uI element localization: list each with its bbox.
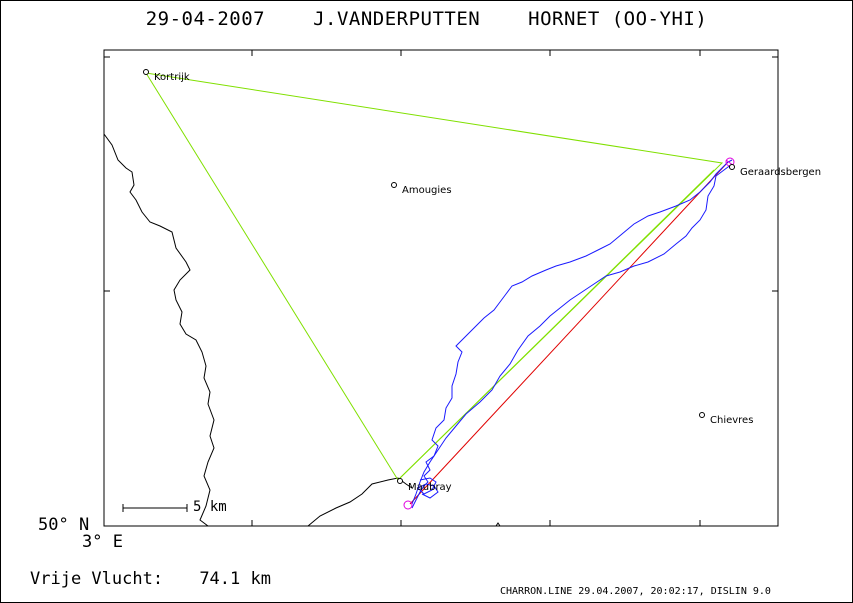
city-label: Kortrijk: [154, 72, 190, 83]
city-label: Amougies: [402, 185, 452, 196]
title-aircraft: HORNET (OO-YHI): [528, 8, 708, 30]
score-label: Vrije Vlucht:: [30, 569, 164, 589]
axis-ticks: [104, 50, 778, 526]
score-line: Vrije Vlucht: 74.1 km: [30, 569, 271, 589]
scale-bar: [122, 504, 188, 512]
flight-track: [411, 159, 733, 509]
flight-track-loops: [417, 477, 439, 499]
city-maubray: Maubray: [397, 478, 452, 493]
latitude-label: 50° N: [38, 515, 90, 535]
flight-track-return: [411, 163, 733, 505]
city-label: Chievres: [710, 415, 753, 426]
border-line: [103, 133, 215, 527]
title-date: 29-04-2007: [145, 8, 266, 30]
longitude-label: 3° E: [82, 532, 123, 552]
city-chievres: Chievres: [699, 412, 753, 426]
city-geraardsbergen: Geraardsbergen: [729, 164, 821, 178]
straight-line: [409, 161, 729, 505]
city-label: Maubray: [408, 482, 452, 493]
city-label: Geraardsbergen: [740, 167, 821, 178]
border-line-2: [307, 477, 413, 527]
map-border: [103, 49, 779, 527]
footer-info: CHARRON.LINE 29.04.2007, 20:02:17, DISLI…: [500, 586, 771, 597]
triangle-route: [145, 72, 724, 481]
triangle-leg-return: [397, 169, 715, 481]
score-value: 74.1 km: [199, 569, 271, 589]
city-amougies: Amougies: [391, 182, 452, 196]
page-title: 29-04-2007 J.VANDERPUTTEN HORNET (OO-YHI…: [0, 8, 853, 30]
border-line-3: [495, 522, 501, 527]
city-kortrijk: Kortrijk: [143, 69, 190, 83]
title-pilot: J.VANDERPUTTEN: [313, 8, 481, 30]
scale-bar-label: 5 km: [193, 499, 227, 515]
